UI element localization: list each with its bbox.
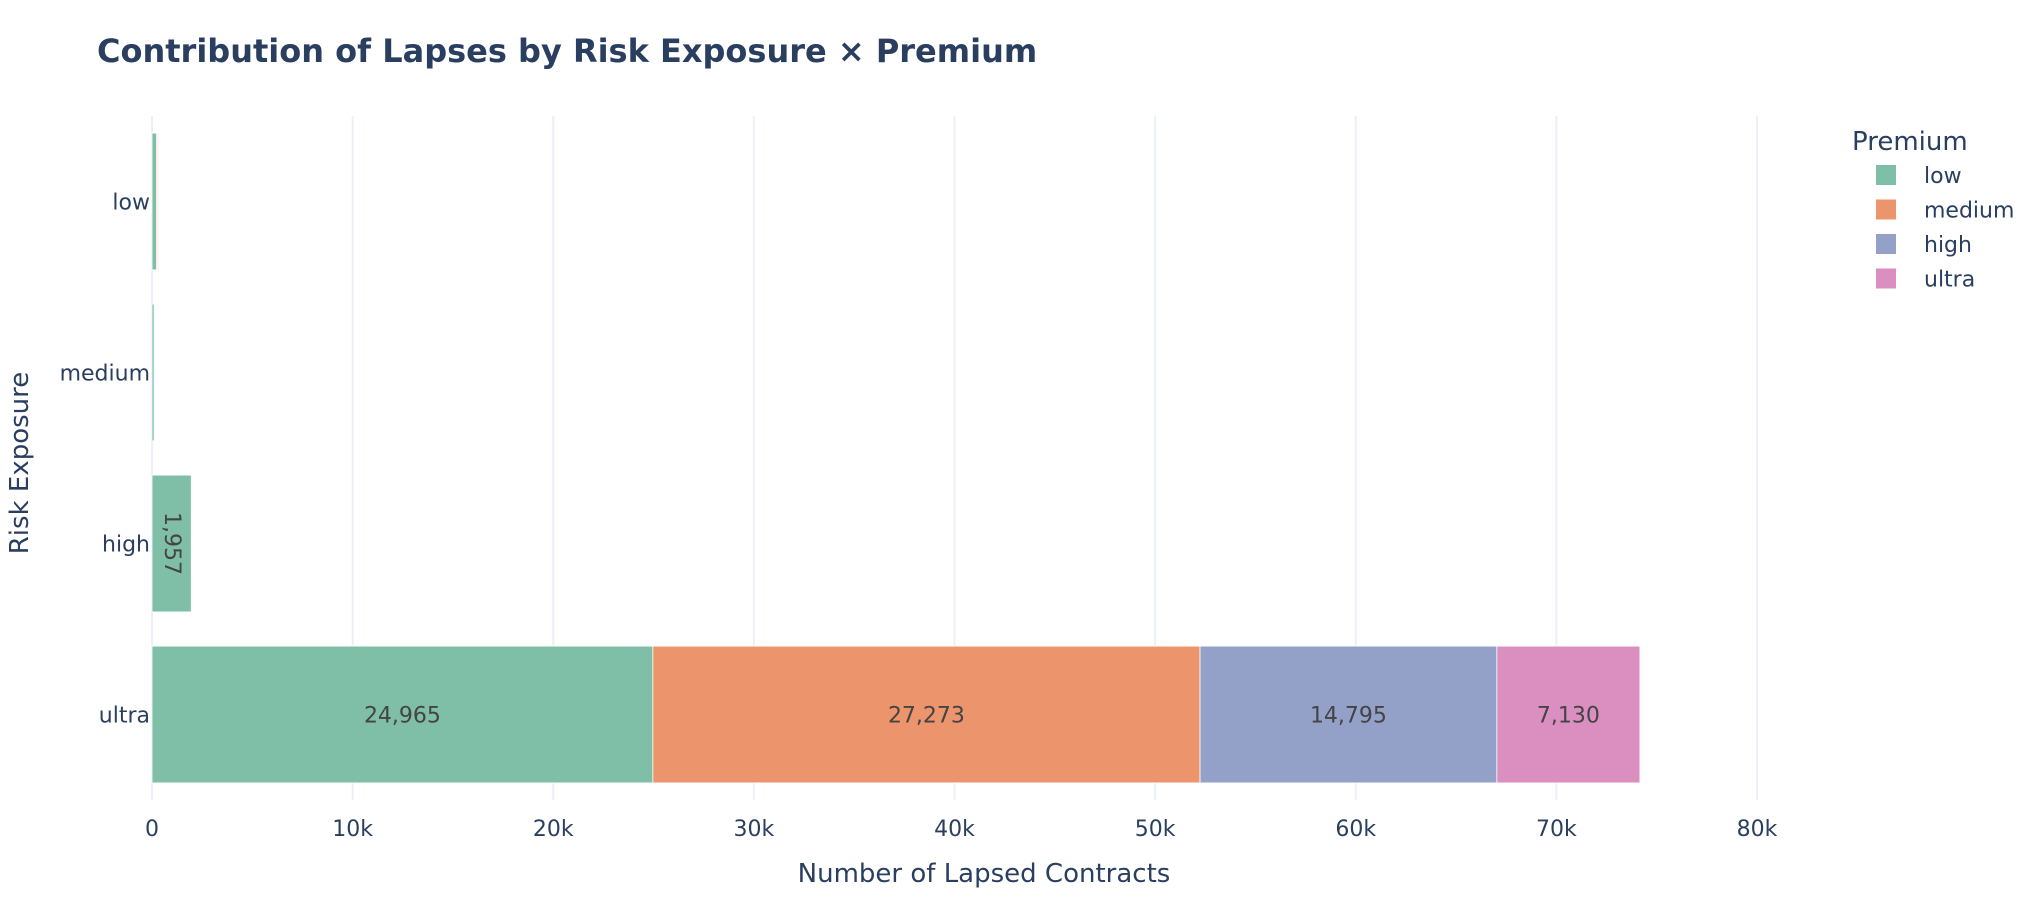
y-axis-ticks: low medium high ultra xyxy=(60,191,150,729)
y-tick-label: high xyxy=(102,533,150,558)
legend: Premium low medium high ultra xyxy=(1852,127,2014,293)
bar-segment xyxy=(151,645,654,784)
x-axis-ticks: 0 10k 20k 30k 40k 50k 60k 70k 80k xyxy=(145,817,1778,842)
bar-segment xyxy=(652,645,1201,784)
y-tick-label: low xyxy=(112,191,150,216)
x-tick-label: 0 xyxy=(145,817,159,842)
bar-segment xyxy=(154,303,156,442)
bar-segment xyxy=(151,474,192,613)
y-axis-title: Risk Exposure xyxy=(5,372,35,555)
bar-data-label: 27,273 xyxy=(888,704,965,729)
legend-item-label: low xyxy=(1924,164,1962,189)
bar-data-label: 24,965 xyxy=(364,704,441,729)
x-gridlines xyxy=(151,116,1758,800)
legend-title: Premium xyxy=(1852,127,1968,157)
bar-segment xyxy=(1496,645,1641,784)
bar-segment xyxy=(158,132,160,271)
y-tick-label: medium xyxy=(60,362,150,387)
x-tick-label: 80k xyxy=(1737,817,1778,842)
bar-data-label: 1,957 xyxy=(159,512,184,575)
x-axis-title: Number of Lapsed Contracts xyxy=(798,859,1171,889)
legend-item-label: high xyxy=(1924,233,1972,258)
legend-swatch xyxy=(1876,165,1896,185)
x-tick-label: 40k xyxy=(934,817,975,842)
bar-segment xyxy=(151,132,157,271)
legend-item-label: medium xyxy=(1924,199,2014,224)
x-tick-label: 50k xyxy=(1135,817,1176,842)
x-tick-label: 70k xyxy=(1536,817,1577,842)
x-tick-label: 10k xyxy=(332,817,373,842)
legend-swatch xyxy=(1876,199,1896,220)
legend-item-label: ultra xyxy=(1924,268,1975,293)
y-tick-label: ultra xyxy=(99,704,150,729)
x-tick-label: 30k xyxy=(734,817,775,842)
x-tick-label: 60k xyxy=(1335,817,1376,842)
bar-data-label: 14,795 xyxy=(1310,704,1387,729)
legend-swatch xyxy=(1876,268,1896,289)
x-tick-label: 20k xyxy=(533,817,574,842)
bar-segment xyxy=(1199,645,1498,784)
chart-title: Contribution of Lapses by Risk Exposure … xyxy=(97,32,1037,70)
bar-data-label: 7,130 xyxy=(1537,704,1600,729)
bars-layer: 1,957 24,965 27,273 14,795 7,130 xyxy=(151,132,1641,784)
legend-swatch xyxy=(1876,234,1896,254)
